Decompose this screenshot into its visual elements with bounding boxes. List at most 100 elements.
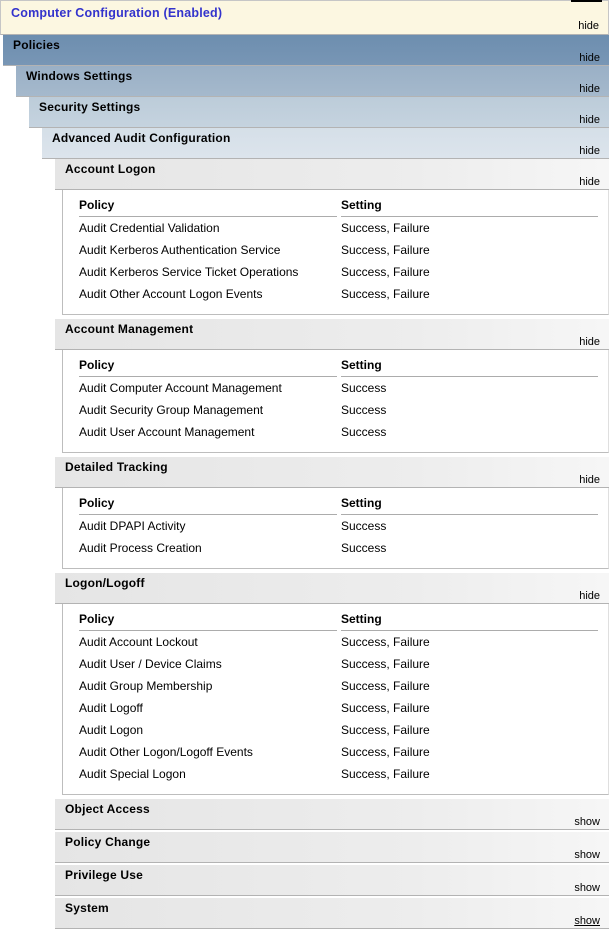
column-header-setting: Setting	[341, 195, 598, 217]
table-header-row: Policy Setting	[79, 609, 598, 631]
policy-cell: Audit Group Membership	[79, 679, 213, 693]
column-header-policy: Policy	[79, 195, 337, 217]
column-header-policy: Policy	[79, 609, 337, 631]
policy-cell: Audit DPAPI Activity	[79, 519, 186, 533]
policy-cell: Audit Other Account Logon Events	[79, 287, 263, 301]
table-row: Audit Credential Validation Success, Fai…	[79, 217, 598, 239]
account-management-table: Policy Setting Audit Computer Account Ma…	[75, 355, 602, 443]
section-advanced-audit-configuration[interactable]: Advanced Audit Configuration hide	[42, 128, 609, 159]
policy-cell: Audit Logon	[79, 723, 144, 737]
setting-cell: Success	[341, 519, 387, 533]
section-windows-settings[interactable]: Windows Settings hide	[16, 66, 609, 97]
setting-cell: Success, Failure	[341, 701, 430, 715]
security-settings-title: Security Settings	[39, 100, 141, 114]
policy-cell: Audit Special Logon	[79, 767, 186, 781]
table-row: Audit DPAPI Activity Success	[79, 515, 598, 537]
policy-cell: Audit Process Creation	[79, 541, 202, 555]
section-privilege-use[interactable]: Privilege Use show	[55, 865, 609, 896]
section-security-settings[interactable]: Security Settings hide	[29, 97, 609, 128]
setting-cell: Success, Failure	[341, 723, 430, 737]
object-access-show-link[interactable]: show	[574, 816, 600, 828]
section-account-management[interactable]: Account Management hide	[55, 319, 609, 350]
column-header-setting: Setting	[341, 609, 598, 631]
security-settings-container: Security Settings hide Advanced Audit Co…	[29, 97, 609, 929]
policy-cell: Audit User / Device Claims	[79, 657, 222, 671]
detailed-tracking-panel: Policy Setting Audit DPAPI Activity Succ…	[62, 488, 609, 569]
detailed-tracking-hide-link[interactable]: hide	[579, 474, 600, 486]
setting-cell: Success	[341, 403, 387, 417]
logon-logoff-panel: Policy Setting Audit Account Lockout Suc…	[62, 604, 609, 795]
table-row: Audit Kerberos Authentication Service Su…	[79, 239, 598, 261]
computer-configuration-hide-link[interactable]: hide	[578, 20, 599, 32]
section-detailed-tracking[interactable]: Detailed Tracking hide	[55, 457, 609, 488]
cutoff-link-underline[interactable]	[571, 0, 602, 2]
section-account-logon[interactable]: Account Logon hide	[55, 159, 609, 190]
policy-change-show-link[interactable]: show	[574, 849, 600, 861]
detailed-tracking-title: Detailed Tracking	[65, 460, 168, 474]
table-header-row: Policy Setting	[79, 195, 598, 217]
audit-sections-container: Account Logon hide Policy Setting Audit …	[55, 159, 609, 929]
setting-cell: Success, Failure	[341, 635, 430, 649]
account-logon-panel: Policy Setting Audit Credential Validati…	[62, 190, 609, 315]
table-row: Audit Security Group Management Success	[79, 399, 598, 421]
system-show-link[interactable]: show	[574, 915, 600, 927]
account-logon-hide-link[interactable]: hide	[579, 176, 600, 188]
column-header-setting: Setting	[341, 493, 598, 515]
table-row: Audit Computer Account Management Succes…	[79, 377, 598, 399]
setting-cell: Success	[341, 541, 387, 555]
policy-cell: Audit Kerberos Authentication Service	[79, 243, 281, 257]
advanced-audit-hide-link[interactable]: hide	[579, 145, 600, 157]
privilege-use-show-link[interactable]: show	[574, 882, 600, 894]
account-management-panel: Policy Setting Audit Computer Account Ma…	[62, 350, 609, 453]
windows-settings-container: Windows Settings hide Security Settings …	[16, 66, 609, 929]
security-settings-hide-link[interactable]: hide	[579, 114, 600, 126]
table-row: Audit Special Logon Success, Failure	[79, 763, 598, 785]
logon-logoff-table: Policy Setting Audit Account Lockout Suc…	[75, 609, 602, 785]
table-row: Audit User Account Management Success	[79, 421, 598, 443]
logon-logoff-hide-link[interactable]: hide	[579, 590, 600, 602]
section-logon-logoff[interactable]: Logon/Logoff hide	[55, 573, 609, 604]
advanced-audit-title: Advanced Audit Configuration	[52, 131, 231, 145]
setting-cell: Success	[341, 381, 387, 395]
column-header-policy: Policy	[79, 355, 337, 377]
policy-cell: Audit Account Lockout	[79, 635, 198, 649]
column-header-policy: Policy	[79, 493, 337, 515]
table-row: Audit Logoff Success, Failure	[79, 697, 598, 719]
setting-cell: Success	[341, 425, 387, 439]
section-policies[interactable]: Policies hide	[3, 35, 609, 66]
column-header-setting: Setting	[341, 355, 598, 377]
policy-cell: Audit Logoff	[79, 701, 143, 715]
table-row: Audit User / Device Claims Success, Fail…	[79, 653, 598, 675]
advanced-audit-container: Advanced Audit Configuration hide Accoun…	[42, 128, 609, 929]
table-row: Audit Kerberos Service Ticket Operations…	[79, 261, 598, 283]
setting-cell: Success, Failure	[341, 221, 430, 235]
section-object-access[interactable]: Object Access show	[55, 799, 609, 830]
computer-configuration-title: Computer Configuration (Enabled)	[11, 6, 223, 20]
account-management-title: Account Management	[65, 322, 194, 336]
table-header-row: Policy Setting	[79, 493, 598, 515]
setting-cell: Success, Failure	[341, 287, 430, 301]
table-row: Audit Other Account Logon Events Success…	[79, 283, 598, 305]
section-system[interactable]: System show	[55, 898, 609, 929]
setting-cell: Success, Failure	[341, 265, 430, 279]
policies-title: Policies	[13, 38, 60, 52]
windows-settings-title: Windows Settings	[26, 69, 133, 83]
setting-cell: Success, Failure	[341, 767, 430, 781]
table-row: Audit Group Membership Success, Failure	[79, 675, 598, 697]
windows-settings-hide-link[interactable]: hide	[579, 83, 600, 95]
policies-hide-link[interactable]: hide	[579, 52, 600, 64]
section-computer-configuration[interactable]: Computer Configuration (Enabled) hide	[0, 0, 609, 35]
logon-logoff-title: Logon/Logoff	[65, 576, 145, 590]
table-row: Audit Other Logon/Logoff Events Success,…	[79, 741, 598, 763]
policy-cell: Audit Other Logon/Logoff Events	[79, 745, 253, 759]
policy-cell: Audit User Account Management	[79, 425, 255, 439]
setting-cell: Success, Failure	[341, 657, 430, 671]
section-policy-change[interactable]: Policy Change show	[55, 832, 609, 863]
table-row: Audit Account Lockout Success, Failure	[79, 631, 598, 653]
account-management-hide-link[interactable]: hide	[579, 336, 600, 348]
policy-cell: Audit Credential Validation	[79, 221, 220, 235]
policy-cell: Audit Security Group Management	[79, 403, 264, 417]
policy-cell: Audit Kerberos Service Ticket Operations	[79, 265, 299, 279]
system-title: System	[65, 901, 109, 915]
